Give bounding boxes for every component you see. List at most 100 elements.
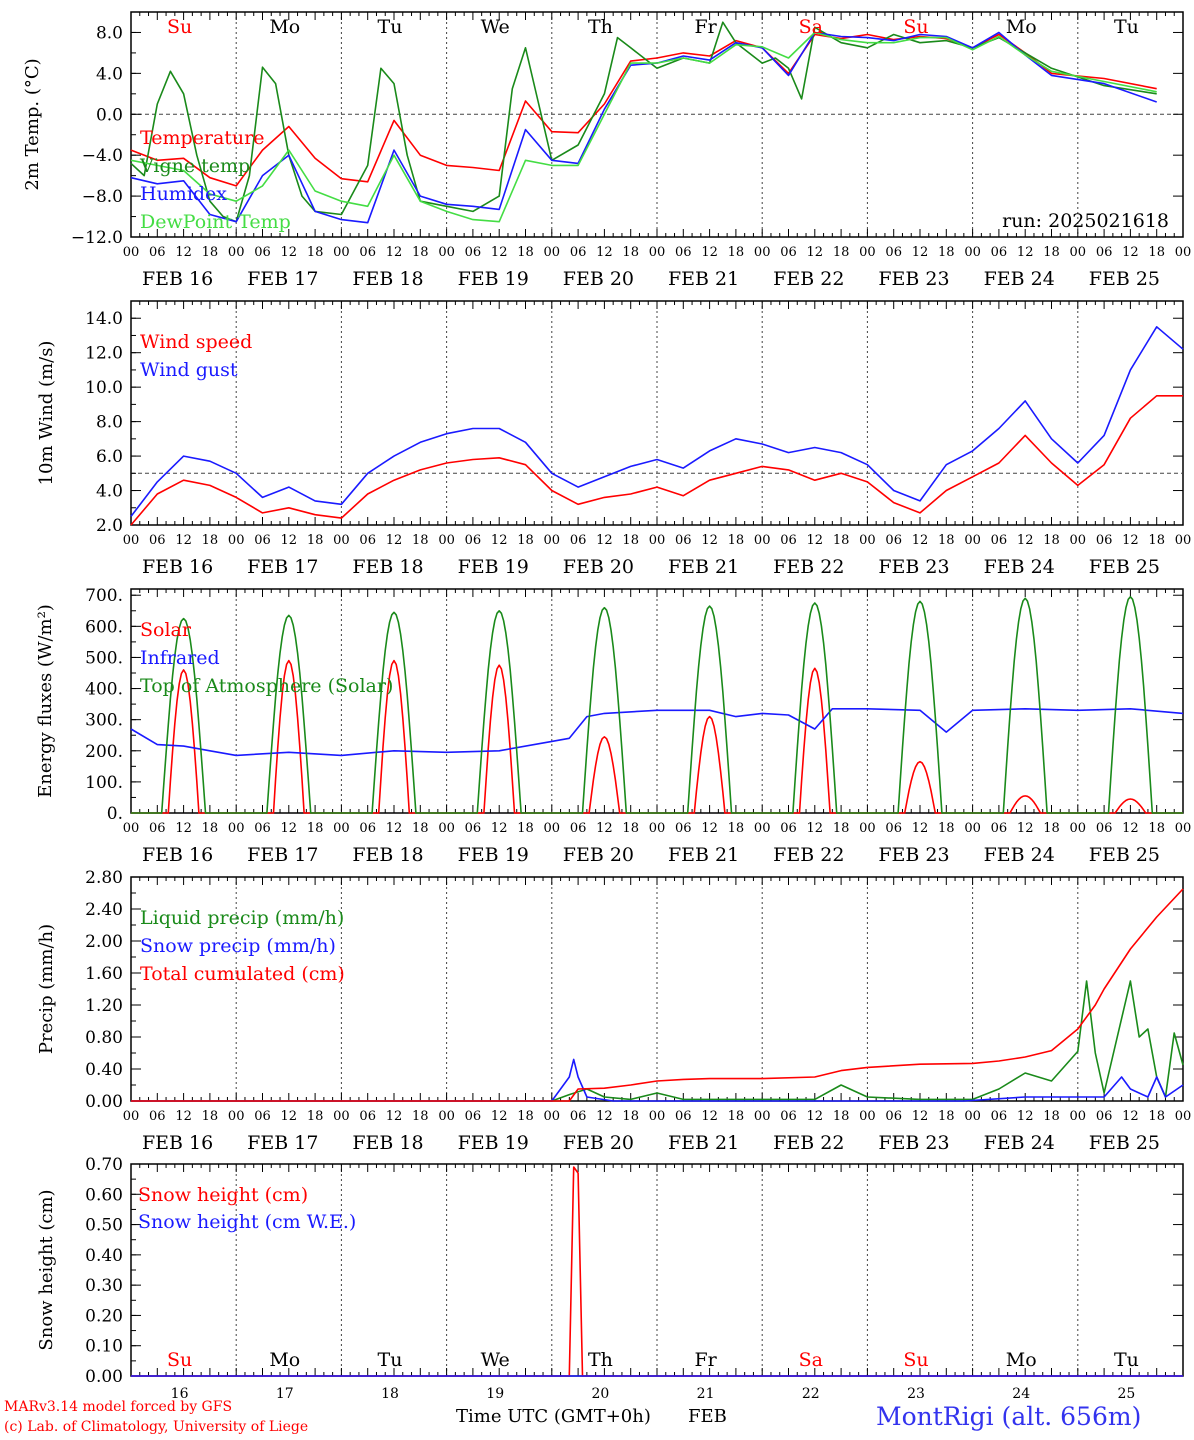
hour-tick-label: 06 [885,1109,902,1124]
y-tick-label: 0.40 [85,1246,123,1266]
hour-tick-label: 06 [465,821,482,836]
y-tick-label: 2.80 [85,868,123,888]
hour-tick-label: 18 [202,1109,219,1124]
hour-tick-label: 12 [491,245,508,260]
date-label: FEB 23 [878,844,949,866]
hour-tick-label: 06 [780,245,797,260]
hour-tick-label: 06 [1096,1109,1113,1124]
hour-tick-label: 06 [254,1109,271,1124]
hour-tick-label: 18 [412,245,429,260]
hour-tick-label: 06 [1096,533,1113,548]
y-tick-label: 2.00 [85,932,123,952]
y-tick-label: 0.00 [85,1367,123,1387]
y-tick-label: 600. [85,617,123,637]
weekday-label-top: Tu [1114,16,1139,38]
hour-tick-label: 12 [1017,533,1034,548]
day-number-label: 21 [697,1386,715,1402]
hour-tick-label: 06 [570,1109,587,1124]
y-tick-label: 14.0 [85,309,123,329]
date-label: FEB 21 [668,1132,739,1154]
y-tick-label: 0.0 [96,105,123,125]
hour-tick-label: 06 [465,245,482,260]
panel-3: 0. 100. 200. 300. 400. 500. 600. 700. Energy flu… [35,586,1191,866]
hour-tick-label: 12 [175,245,192,260]
hour-tick-label: 12 [1122,1109,1139,1124]
series-line-wind-speed [130,394,1183,526]
hour-tick-label: 00 [544,533,561,548]
hour-tick-label: 00 [544,821,561,836]
hour-tick-label: 18 [307,821,324,836]
y-tick-label: 0.50 [85,1216,123,1236]
hour-tick-label: 18 [1148,533,1165,548]
hour-tick-label: 12 [491,1109,508,1124]
hour-tick-label: 18 [728,245,745,260]
series-line-vigne-temp [130,21,1157,223]
weekday-label-top: Sa [799,16,823,38]
hour-tick-label: 00 [123,821,140,836]
date-label: FEB 22 [773,1132,844,1154]
weekday-label-bottom: We [481,1349,510,1371]
y-tick-label: 4.0 [96,482,123,502]
hour-tick-label: 18 [307,1109,324,1124]
hour-tick-label: 06 [359,1109,376,1124]
date-label: FEB 19 [458,268,529,290]
hour-tick-label: 00 [754,1109,771,1124]
legend-entry: Liquid precip (mm/h) [140,907,344,929]
hour-tick-label: 06 [254,821,271,836]
hour-tick-label: 18 [202,821,219,836]
hour-tick-label: 12 [807,245,824,260]
legend-entry: Humidex [140,183,227,205]
hour-tick-label: 18 [412,533,429,548]
y-axis-label: 10m Wind (m/s) [36,341,57,486]
hour-tick-label: 00 [333,1109,350,1124]
hour-tick-label: 12 [912,245,929,260]
date-label: FEB 16 [142,844,213,866]
hour-tick-label: 18 [833,245,850,260]
date-label: FEB 18 [352,844,423,866]
hour-tick-label: 00 [964,821,981,836]
hour-tick-label: 12 [491,821,508,836]
weekday-label-bottom: Th [588,1349,613,1371]
date-label: FEB 20 [563,1132,634,1154]
hour-tick-label: 00 [1175,533,1192,548]
date-label: FEB 25 [1089,844,1160,866]
run-label: run: 2025021618 [1002,210,1169,232]
weekday-label-bottom: Tu [378,1349,403,1371]
hour-tick-label: 12 [807,1109,824,1124]
hour-tick-label: 00 [228,533,245,548]
series-line-dewpoint-temp [130,31,1157,223]
date-label: FEB 18 [352,556,423,578]
y-tick-label: 8.0 [96,23,123,43]
hour-tick-label: 00 [1175,821,1192,836]
hour-tick-label: 18 [517,533,534,548]
day-number-label: 18 [381,1386,399,1402]
hour-tick-label: 12 [596,821,613,836]
legend-entry: Vigne temp [139,155,250,177]
panel-1: −12.0 −8.0 −4.0 0.0 4.0 8.0 2m Temp. (°C) 00 06 1… [22,11,1191,290]
hour-tick-label: 12 [807,533,824,548]
legend-entry: Wind gust [140,359,238,381]
hour-tick-label: 18 [728,1109,745,1124]
hour-tick-label: 00 [544,245,561,260]
hour-tick-label: 06 [1096,245,1113,260]
hour-tick-label: 06 [359,821,376,836]
legend-entry: Top of Atmosphere (Solar) [140,675,393,697]
date-label: FEB 18 [352,1132,423,1154]
hour-tick-label: 00 [544,1109,561,1124]
legend-entry: DewPoint Temp [140,211,291,233]
hour-tick-label: 00 [123,533,140,548]
date-label: FEB 19 [458,844,529,866]
hour-tick-label: 12 [1122,533,1139,548]
weekday-label-bottom: Mo [269,1349,300,1371]
hour-tick-label: 12 [1017,1109,1034,1124]
date-label: FEB 16 [142,556,213,578]
hour-tick-label: 00 [1070,821,1087,836]
day-number-label: 25 [1117,1386,1135,1402]
hour-tick-label: 18 [833,821,850,836]
hour-tick-label: 12 [912,533,929,548]
series-line-wind-gust [130,325,1184,517]
hour-tick-label: 12 [701,821,718,836]
weekday-label-bottom: Fr [694,1349,717,1371]
hour-tick-label: 12 [701,245,718,260]
